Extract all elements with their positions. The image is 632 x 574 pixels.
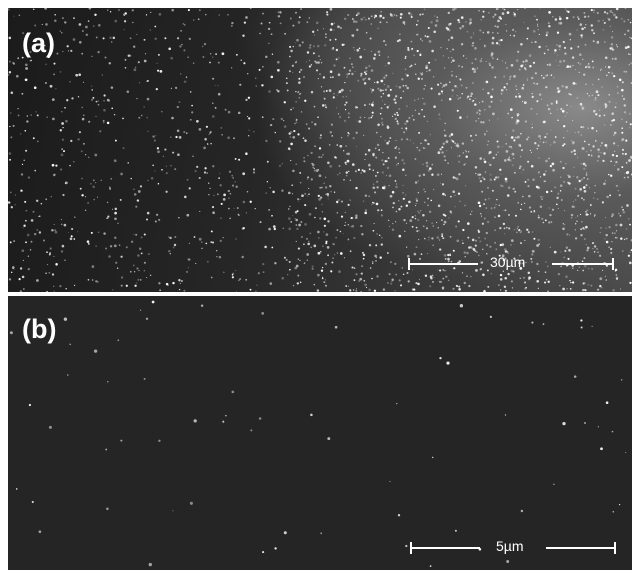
panel-b-label: (b) (22, 314, 57, 344)
panel-a-label: (a) (22, 28, 55, 58)
particle-field-a (8, 8, 632, 292)
micrograph-panel-b: (b) 5µm (8, 296, 632, 570)
scale-bar-a: 30µm (408, 254, 614, 274)
panel-separator (8, 292, 632, 296)
scale-bar-a-label: 30µm (490, 254, 526, 270)
scale-bar-b-label: 5µm (496, 538, 524, 554)
scale-bar-b: 5µm (410, 538, 616, 558)
micrograph-panel-a: (a) 30µm (8, 8, 632, 292)
particle-field-b (9, 300, 627, 567)
